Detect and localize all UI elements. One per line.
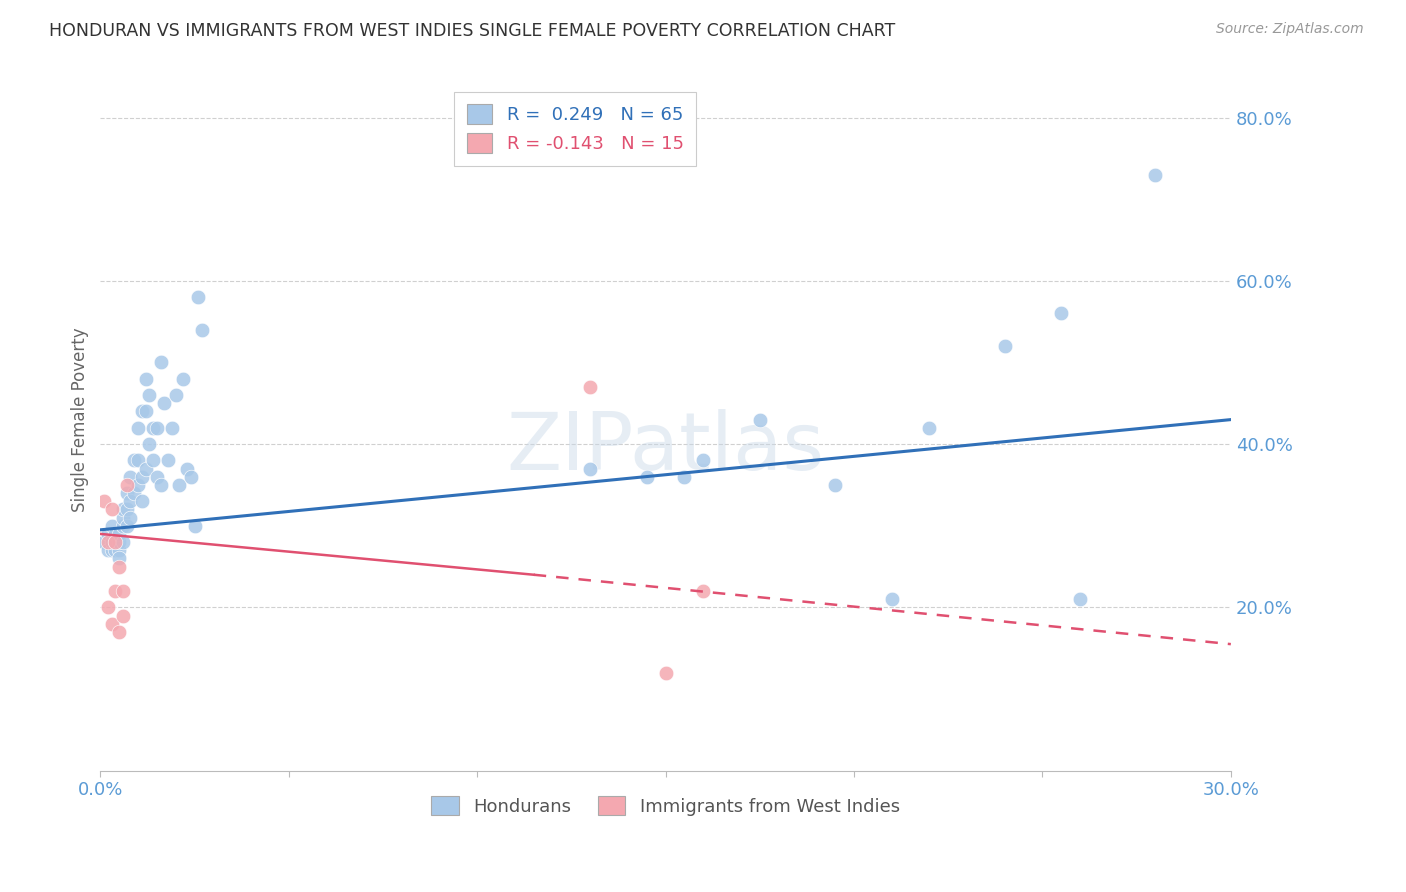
Point [579, 461, 602, 475]
Point [191, 323, 214, 337]
Point [120, 510, 142, 524]
Point [127, 478, 149, 492]
Point [115, 502, 138, 516]
Point [157, 453, 180, 467]
Point [673, 469, 696, 483]
Point [111, 584, 134, 599]
Point [135, 461, 157, 475]
Point [131, 469, 153, 483]
Point [654, 665, 676, 680]
Point [149, 478, 172, 492]
Legend: Hondurans, Immigrants from West Indies: Hondurans, Immigrants from West Indies [422, 788, 908, 825]
Point [149, 355, 172, 369]
Point [108, 527, 131, 541]
Point [636, 469, 658, 483]
Point [142, 453, 165, 467]
Point [104, 535, 127, 549]
Point [127, 453, 149, 467]
Point [918, 421, 941, 435]
Text: ZIPatlas: ZIPatlas [506, 409, 825, 487]
Point [165, 388, 187, 402]
Point [176, 461, 198, 475]
Point [97, 527, 120, 541]
Point [153, 396, 176, 410]
Point [115, 478, 138, 492]
Y-axis label: Single Female Poverty: Single Female Poverty [72, 327, 89, 512]
Point [100, 543, 122, 558]
Point [111, 518, 134, 533]
Point [104, 543, 127, 558]
Point [146, 421, 169, 435]
Point [122, 486, 145, 500]
Point [692, 453, 714, 467]
Point [108, 543, 131, 558]
Point [97, 600, 120, 615]
Point [93, 494, 115, 508]
Point [1069, 592, 1091, 607]
Point [122, 453, 145, 467]
Point [135, 404, 157, 418]
Point [115, 486, 138, 500]
Point [104, 535, 127, 549]
Point [1144, 168, 1167, 182]
Point [120, 494, 142, 508]
Point [172, 372, 194, 386]
Point [108, 559, 131, 574]
Text: Source: ZipAtlas.com: Source: ZipAtlas.com [1216, 22, 1364, 37]
Point [120, 469, 142, 483]
Point [111, 608, 134, 623]
Point [104, 584, 127, 599]
Point [994, 339, 1017, 353]
Point [160, 421, 183, 435]
Point [111, 502, 134, 516]
Point [111, 535, 134, 549]
Point [108, 624, 131, 639]
Point [824, 478, 846, 492]
Text: HONDURAN VS IMMIGRANTS FROM WEST INDIES SINGLE FEMALE POVERTY CORRELATION CHART: HONDURAN VS IMMIGRANTS FROM WEST INDIES … [49, 22, 896, 40]
Point [108, 551, 131, 566]
Point [127, 421, 149, 435]
Point [100, 535, 122, 549]
Point [142, 421, 165, 435]
Point [579, 380, 602, 394]
Point [104, 527, 127, 541]
Point [748, 412, 770, 426]
Point [115, 518, 138, 533]
Point [135, 372, 157, 386]
Point [138, 388, 160, 402]
Point [97, 543, 120, 558]
Point [183, 518, 205, 533]
Point [180, 469, 202, 483]
Point [138, 437, 160, 451]
Point [100, 518, 122, 533]
Point [100, 502, 122, 516]
Point [146, 469, 169, 483]
Point [111, 510, 134, 524]
Point [692, 584, 714, 599]
Point [131, 404, 153, 418]
Point [880, 592, 903, 607]
Point [93, 535, 115, 549]
Point [108, 535, 131, 549]
Point [187, 290, 209, 304]
Point [97, 535, 120, 549]
Point [169, 478, 191, 492]
Point [131, 494, 153, 508]
Point [100, 616, 122, 631]
Point [1050, 306, 1073, 320]
